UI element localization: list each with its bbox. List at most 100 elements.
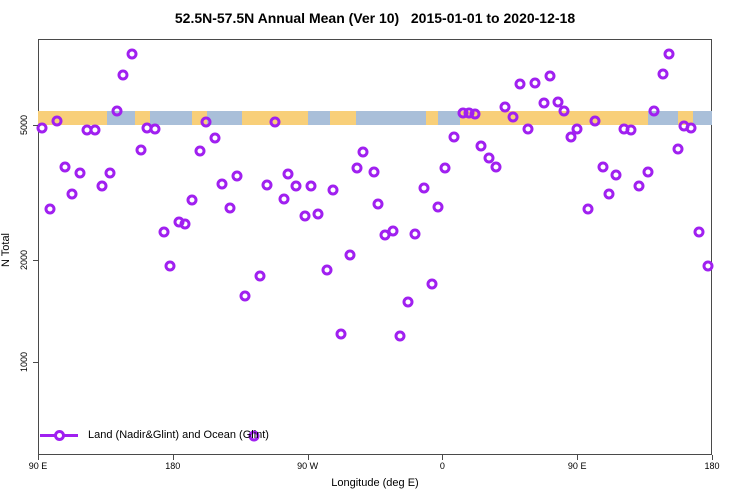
data-point (657, 68, 669, 80)
data-point (89, 124, 101, 136)
x-axis-label: Longitude (deg E) (331, 477, 419, 489)
y-axis-label: N Total (0, 232, 12, 268)
data-point (194, 145, 206, 157)
x-tick-mark (577, 455, 579, 460)
data-point (368, 166, 379, 178)
data-point (589, 115, 601, 127)
y-tick-mark (33, 259, 38, 261)
data-point (394, 330, 406, 342)
x-tick-mark (307, 455, 309, 460)
data-point (44, 203, 56, 215)
data-point (439, 162, 451, 174)
data-point (702, 260, 713, 272)
data-point (625, 124, 637, 136)
band-segment-land (425, 110, 438, 125)
data-point (254, 270, 266, 281)
band-segment-ocean (307, 110, 331, 125)
data-point (239, 290, 251, 302)
data-point (149, 123, 161, 135)
x-tick-mark (442, 455, 444, 460)
data-point (514, 78, 526, 90)
data-point (372, 198, 384, 210)
chart-title: 52.5N-57.5N Annual Mean (Ver 10) 2015-01… (174, 10, 576, 26)
y-tick-label: 5000 (19, 114, 29, 136)
data-point (305, 180, 317, 192)
data-point (448, 131, 460, 143)
data-point (610, 169, 622, 181)
data-point (312, 208, 324, 220)
data-point (36, 122, 48, 134)
data-point (469, 108, 481, 120)
data-point (693, 226, 705, 238)
data-point (490, 161, 502, 173)
data-point (111, 105, 123, 117)
band-segment-ocean (207, 110, 242, 125)
x-tick-mark (38, 455, 39, 460)
data-point (335, 328, 347, 340)
data-point (158, 226, 170, 238)
band-segment-land (460, 110, 648, 125)
data-point (51, 115, 63, 127)
data-point (278, 193, 290, 205)
band-segment-land (330, 110, 356, 125)
data-point (282, 168, 294, 180)
data-point (582, 203, 594, 215)
band-segment-land (135, 110, 151, 125)
data-point (475, 140, 487, 152)
data-point (538, 97, 550, 109)
data-point (529, 77, 541, 89)
data-point (261, 179, 273, 191)
data-point (522, 123, 534, 135)
data-point (321, 264, 333, 276)
data-point (224, 202, 236, 214)
data-point (603, 188, 615, 200)
data-point (432, 201, 444, 213)
data-point (507, 111, 519, 123)
data-point (409, 228, 421, 240)
legend-label: Land (Nadir&Glint) and Ocean (Glint) (88, 429, 269, 441)
band-segment-land (38, 110, 107, 125)
data-point (248, 430, 260, 442)
x-tick-label: 180 (165, 461, 181, 471)
x-tick-label: 90 E (28, 461, 48, 471)
data-point (299, 210, 311, 222)
data-point (499, 101, 511, 113)
data-point (216, 178, 228, 190)
x-tick-label: 90 E (567, 461, 587, 471)
data-point (96, 180, 108, 192)
data-point (418, 182, 430, 194)
data-point (179, 218, 191, 230)
band-segment-ocean (150, 110, 193, 125)
data-point (426, 278, 438, 290)
y-tick-label: 1000 (19, 352, 29, 373)
data-point (59, 161, 71, 173)
data-point (571, 123, 583, 135)
legend-marker-icon (54, 430, 65, 441)
data-point (544, 70, 556, 82)
data-point (231, 170, 243, 182)
data-point (126, 48, 138, 60)
data-point (186, 194, 198, 206)
data-point (483, 152, 495, 164)
y-tick-label: 2000 (19, 249, 29, 270)
data-point (135, 144, 147, 156)
data-point (672, 143, 684, 155)
data-point (648, 105, 660, 117)
data-point (633, 180, 645, 192)
x-tick-mark (712, 455, 713, 460)
data-point (565, 131, 577, 143)
data-point (66, 188, 78, 200)
data-point (344, 249, 356, 261)
data-point (290, 180, 302, 192)
data-point (209, 132, 221, 144)
band-segment-ocean (437, 110, 461, 125)
band-segment-ocean (355, 110, 426, 125)
data-point (685, 122, 697, 134)
data-point (74, 167, 86, 179)
y-tick-mark (33, 362, 38, 364)
x-tick-label: 90 W (297, 461, 319, 471)
x-tick-label: 0 (439, 461, 445, 471)
data-point (200, 116, 212, 128)
band-segment-ocean (692, 110, 712, 125)
